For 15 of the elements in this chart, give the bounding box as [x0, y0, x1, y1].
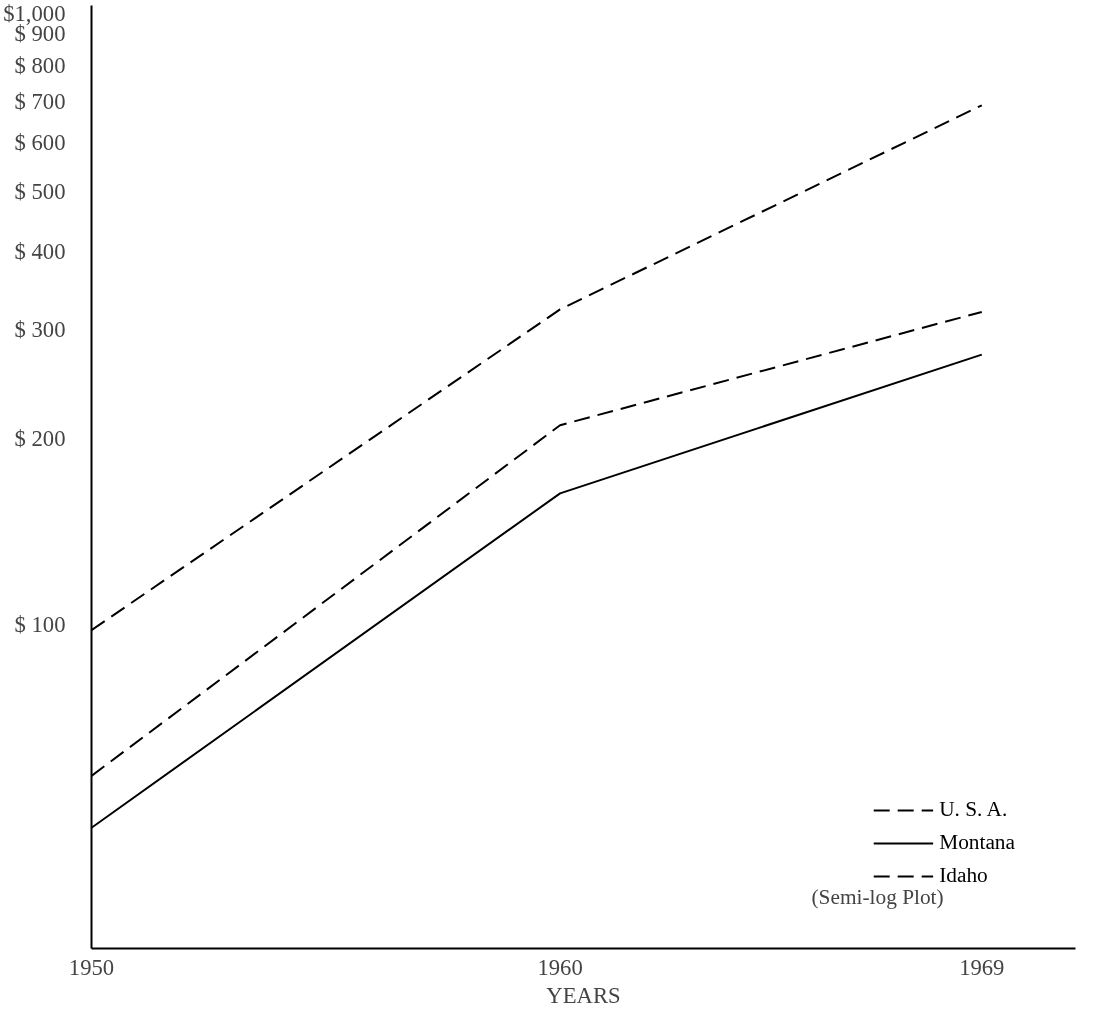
y-tick-label: $ 200 — [14, 425, 66, 451]
y-tick-label: $ 100 — [14, 612, 66, 638]
x-tick-label: 1950 — [68, 954, 115, 980]
y-tick-label: $ 600 — [14, 130, 66, 156]
y-tick-label: $ 300 — [14, 316, 66, 342]
y-tick-label: $ 400 — [14, 239, 66, 265]
y-tick-label: $1,000 — [3, 0, 66, 26]
legend-label: U. S. A. — [939, 797, 1008, 822]
y-tick-label: $ 800 — [14, 53, 66, 79]
x-axis-title: YEARS — [546, 982, 621, 1008]
x-tick-label: 1969 — [959, 954, 1005, 980]
legend-label: Montana — [939, 830, 1015, 855]
x-tick-label: 1960 — [537, 954, 583, 980]
y-tick-label: $ 500 — [14, 179, 66, 205]
y-tick-label: $ 700 — [14, 88, 66, 114]
